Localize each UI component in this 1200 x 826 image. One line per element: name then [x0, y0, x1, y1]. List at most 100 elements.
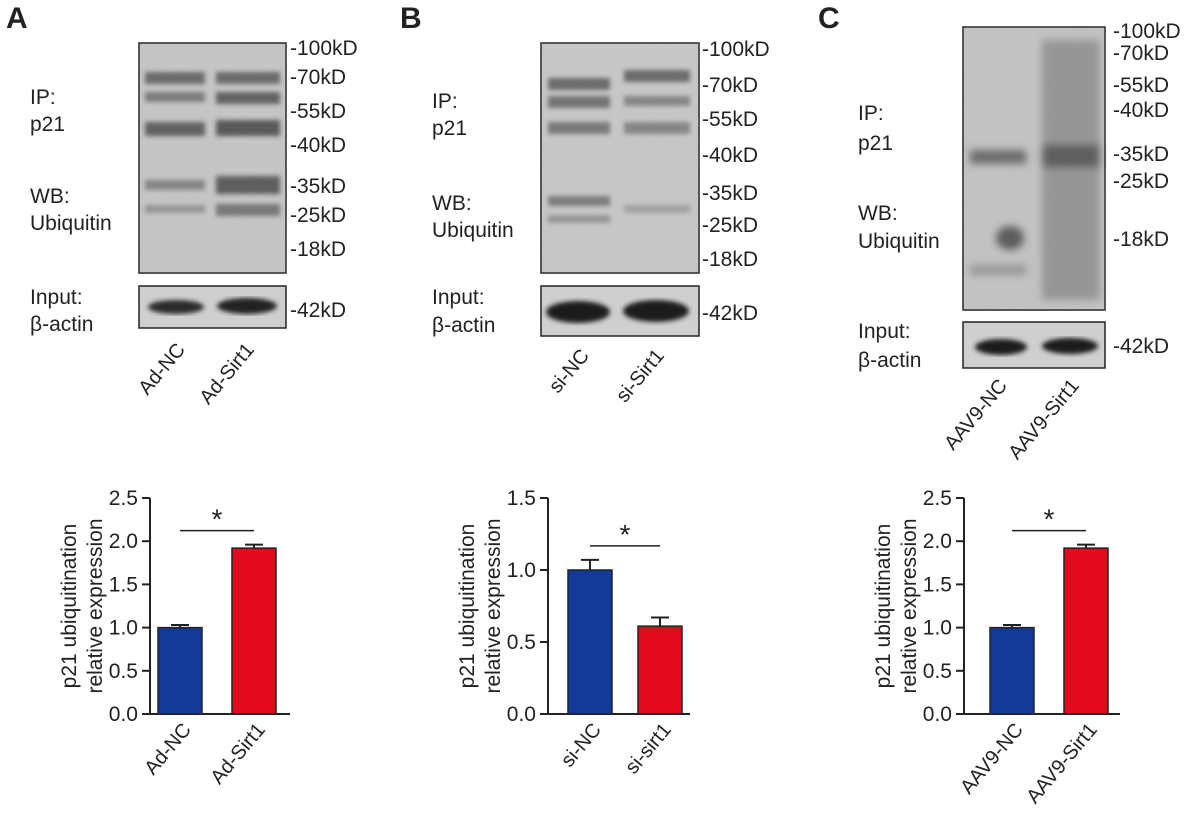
bar [1063, 547, 1109, 715]
y-tick-label: 0.0 [507, 703, 536, 726]
x-tick-label: si-sirt1 [621, 719, 676, 778]
x-tick-label: si-NC [557, 719, 606, 771]
bar [637, 625, 683, 715]
mw-marker: -70kD [702, 74, 758, 97]
y-tick-label: 1.0 [109, 617, 138, 640]
lane-label: AAV9-Sirt1 [1004, 375, 1083, 464]
chart-1: 0.0 0.5 1.0 1.5 2.0 2.5 p21 ubiquitination rela… [58, 487, 290, 789]
mw-marker: -35kD [702, 182, 758, 205]
mw-marker: -55kD [702, 108, 758, 131]
y-axis-label: relative expression [482, 518, 505, 693]
ip-label-a-2: p21 [30, 113, 65, 136]
mw-marker-input: -42kD [702, 302, 758, 325]
bar [157, 626, 203, 715]
blot-b-input [540, 285, 700, 337]
chart-3: 0.0 0.5 1.0 1.5 2.0 2.5 p21 ubiquitination rela… [872, 487, 1120, 808]
mw-marker: -100kD [702, 38, 770, 61]
y-tick-label: 0.5 [507, 631, 536, 654]
ip-label-a-1: IP: [30, 86, 56, 109]
y-tick-label: 2.5 [109, 487, 138, 510]
mw-marker: -70kD [1113, 42, 1169, 65]
blot-b-ubiquitin [540, 42, 700, 274]
blot-c-ubiquitin [962, 26, 1106, 311]
bar [567, 569, 613, 715]
significance-label: * [212, 504, 223, 535]
mw-marker: -55kD [1113, 74, 1169, 97]
ip-label-b-1: IP: [432, 90, 458, 113]
wb-label-c-1: WB: [858, 202, 898, 225]
ip-label-b-2: p21 [432, 117, 467, 140]
y-tick-label: 1.5 [923, 573, 952, 596]
input-label-c-2: β-actin [858, 349, 921, 372]
y-tick-label: 1.5 [109, 573, 138, 596]
mw-marker: -25kD [702, 214, 758, 237]
y-axis-label: relative expression [898, 518, 921, 693]
wb-label-b-1: WB: [432, 192, 472, 215]
y-tick-label: 1.0 [507, 559, 536, 582]
wb-label-a-1: WB: [30, 185, 70, 208]
chart-2: 0.0 0.5 1.0 1.5 p21 ubiquitination relative e… [456, 487, 690, 778]
blot-a-ubiquitin [138, 42, 287, 274]
ip-label-c-1: IP: [858, 102, 884, 125]
mw-marker: -40kD [290, 134, 346, 157]
y-axis-label: p21 ubiquitination [456, 524, 479, 689]
mw-marker: -100kD [290, 37, 358, 60]
input-label-b-1: Input: [432, 286, 485, 309]
mw-marker: -18kD [290, 238, 346, 261]
y-axis-label: relative expression [84, 518, 107, 693]
mw-marker: -18kD [702, 248, 758, 271]
significance-label: * [620, 519, 631, 550]
y-tick-label: 1.5 [507, 487, 536, 510]
lane-label: si-Sirt1 [612, 345, 669, 407]
lane-label: Ad-NC [134, 339, 189, 399]
y-tick-label: 2.0 [109, 530, 138, 553]
wb-label-c-2: Ubiquitin [858, 230, 940, 253]
mw-marker: -25kD [1113, 170, 1169, 193]
input-label-c-1: Input: [858, 320, 911, 343]
blot-a-input [138, 285, 287, 329]
x-tick-label: Ad-Sirt1 [207, 719, 270, 788]
y-tick-label: 0.5 [923, 660, 952, 683]
y-tick-label: 0.5 [109, 660, 138, 683]
x-tick-label: Ad-NC [140, 719, 195, 779]
panel-c: C IP: p21 WB: Ubiquitin Input: β-actin [818, 2, 1181, 464]
mw-marker: -70kD [290, 66, 346, 89]
bar [989, 626, 1035, 715]
mw-marker: -35kD [1113, 143, 1169, 166]
input-label-a-2: β-actin [30, 313, 93, 336]
mw-marker: -25kD [290, 204, 346, 227]
panel-letter-c: C [818, 2, 840, 35]
input-label-a-1: Input: [30, 286, 83, 309]
mw-marker-input: -42kD [290, 299, 346, 322]
mw-marker: -40kD [1113, 99, 1169, 122]
y-axis-label: p21 ubiquitination [58, 524, 81, 689]
panel-b: B IP: p21 WB: [400, 2, 770, 407]
mw-marker: -18kD [1113, 228, 1169, 251]
panel-letter-b: B [400, 2, 422, 35]
y-tick-label: 0.0 [923, 703, 952, 726]
mw-marker: -35kD [290, 175, 346, 198]
blot-c-input [962, 321, 1106, 369]
panel-a: A IP: [6, 2, 358, 409]
panel-letter-a: A [6, 2, 28, 35]
mw-marker-input: -42kD [1113, 335, 1169, 358]
mw-marker: -100kD [1113, 20, 1181, 43]
y-axis-label: p21 ubiquitination [872, 524, 895, 689]
bar [231, 547, 277, 715]
y-tick-label: 0.0 [109, 703, 138, 726]
significance-label: * [1044, 504, 1055, 535]
lane-label: Ad-Sirt1 [196, 339, 259, 408]
mw-marker: -40kD [702, 144, 758, 167]
lane-label: si-NC [545, 345, 594, 397]
wb-label-b-2: Ubiquitin [432, 219, 514, 242]
x-tick-label: AAV9-Sirt1 [1022, 719, 1101, 808]
input-label-b-2: β-actin [432, 314, 495, 337]
y-tick-label: 2.5 [923, 487, 952, 510]
y-tick-label: 1.0 [923, 617, 952, 640]
x-tick-label: AAV9-NC [956, 719, 1028, 798]
ip-label-c-2: p21 [858, 132, 893, 155]
mw-marker: -55kD [290, 100, 346, 123]
wb-label-a-2: Ubiquitin [30, 212, 112, 235]
lane-label: AAV9-NC [940, 375, 1012, 454]
